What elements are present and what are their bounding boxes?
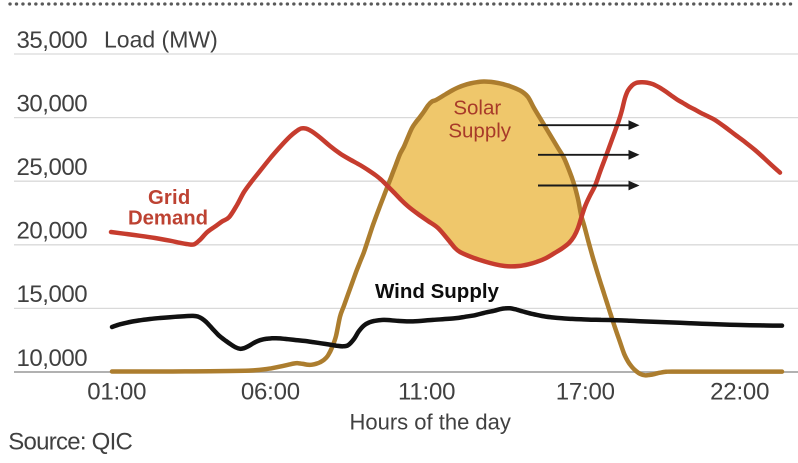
svg-text:25,000: 25,000 (17, 154, 88, 181)
svg-text:30,000: 30,000 (17, 90, 88, 117)
svg-text:10,000: 10,000 (17, 345, 88, 372)
svg-text:20,000: 20,000 (17, 218, 88, 245)
svg-text:Hours of the day: Hours of the day (349, 409, 510, 434)
svg-text:01:00: 01:00 (87, 378, 146, 405)
svg-text:22:00: 22:00 (710, 378, 769, 405)
svg-text:06:00: 06:00 (241, 378, 300, 405)
svg-text:Grid: Grid (148, 187, 191, 209)
svg-text:Supply: Supply (448, 120, 511, 143)
svg-text:15,000: 15,000 (17, 281, 88, 308)
svg-text:Demand: Demand (128, 208, 208, 230)
svg-text:11:00: 11:00 (398, 378, 455, 405)
svg-text:17:00: 17:00 (556, 378, 615, 405)
svg-text:Wind Supply: Wind Supply (375, 280, 500, 303)
svg-text:Load (MW): Load (MW) (104, 26, 218, 52)
svg-text:Solar: Solar (453, 96, 501, 119)
svg-text:35,000: 35,000 (17, 27, 88, 54)
svg-text:Source: QIC: Source: QIC (8, 429, 132, 456)
